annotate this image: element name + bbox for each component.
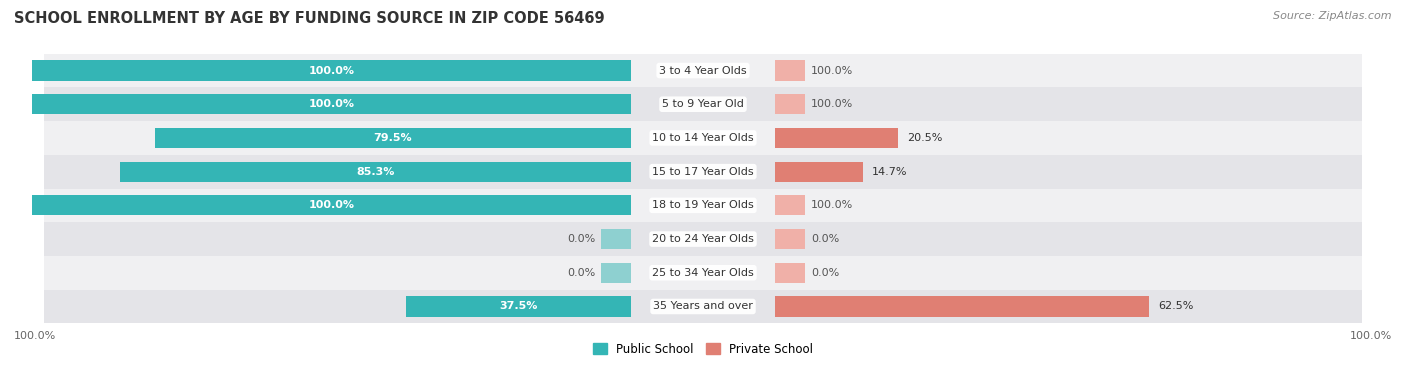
- Bar: [44, 155, 1362, 188]
- Text: 62.5%: 62.5%: [1159, 302, 1194, 311]
- Text: 3 to 4 Year Olds: 3 to 4 Year Olds: [659, 66, 747, 75]
- Text: 100.0%: 100.0%: [811, 99, 853, 109]
- Bar: [155, 128, 631, 148]
- Text: 79.5%: 79.5%: [374, 133, 412, 143]
- Text: 5 to 9 Year Old: 5 to 9 Year Old: [662, 99, 744, 109]
- Text: 100.0%: 100.0%: [308, 200, 354, 210]
- Text: 0.0%: 0.0%: [567, 234, 595, 244]
- Text: 85.3%: 85.3%: [356, 167, 395, 177]
- Bar: [775, 60, 804, 81]
- Bar: [775, 128, 897, 148]
- Bar: [44, 256, 1362, 290]
- Text: 100.0%: 100.0%: [811, 200, 853, 210]
- Bar: [775, 263, 804, 283]
- Bar: [775, 195, 804, 216]
- Text: 0.0%: 0.0%: [811, 268, 839, 278]
- Text: 15 to 17 Year Olds: 15 to 17 Year Olds: [652, 167, 754, 177]
- Bar: [44, 54, 1362, 87]
- Bar: [32, 195, 631, 216]
- Text: 35 Years and over: 35 Years and over: [652, 302, 754, 311]
- Text: 10 to 14 Year Olds: 10 to 14 Year Olds: [652, 133, 754, 143]
- Bar: [44, 290, 1362, 323]
- Text: 100.0%: 100.0%: [1350, 331, 1392, 341]
- Text: SCHOOL ENROLLMENT BY AGE BY FUNDING SOURCE IN ZIP CODE 56469: SCHOOL ENROLLMENT BY AGE BY FUNDING SOUR…: [14, 11, 605, 26]
- Legend: Public School, Private School: Public School, Private School: [588, 338, 818, 360]
- Bar: [775, 161, 863, 182]
- Bar: [775, 296, 1149, 317]
- Bar: [32, 94, 631, 114]
- Text: 18 to 19 Year Olds: 18 to 19 Year Olds: [652, 200, 754, 210]
- Text: 25 to 34 Year Olds: 25 to 34 Year Olds: [652, 268, 754, 278]
- Bar: [44, 121, 1362, 155]
- Bar: [44, 188, 1362, 222]
- Text: 0.0%: 0.0%: [567, 268, 595, 278]
- Bar: [32, 60, 631, 81]
- Text: 100.0%: 100.0%: [14, 331, 56, 341]
- Bar: [602, 229, 631, 249]
- Text: 20.5%: 20.5%: [907, 133, 942, 143]
- Text: 100.0%: 100.0%: [308, 66, 354, 75]
- Bar: [44, 87, 1362, 121]
- Bar: [44, 222, 1362, 256]
- Text: 100.0%: 100.0%: [811, 66, 853, 75]
- Text: Source: ZipAtlas.com: Source: ZipAtlas.com: [1274, 11, 1392, 21]
- Text: 20 to 24 Year Olds: 20 to 24 Year Olds: [652, 234, 754, 244]
- Text: 0.0%: 0.0%: [811, 234, 839, 244]
- Text: 37.5%: 37.5%: [499, 302, 538, 311]
- Bar: [775, 94, 804, 114]
- Bar: [406, 296, 631, 317]
- Text: 14.7%: 14.7%: [872, 167, 907, 177]
- Text: 100.0%: 100.0%: [308, 99, 354, 109]
- Bar: [602, 263, 631, 283]
- Bar: [775, 229, 804, 249]
- Bar: [120, 161, 631, 182]
